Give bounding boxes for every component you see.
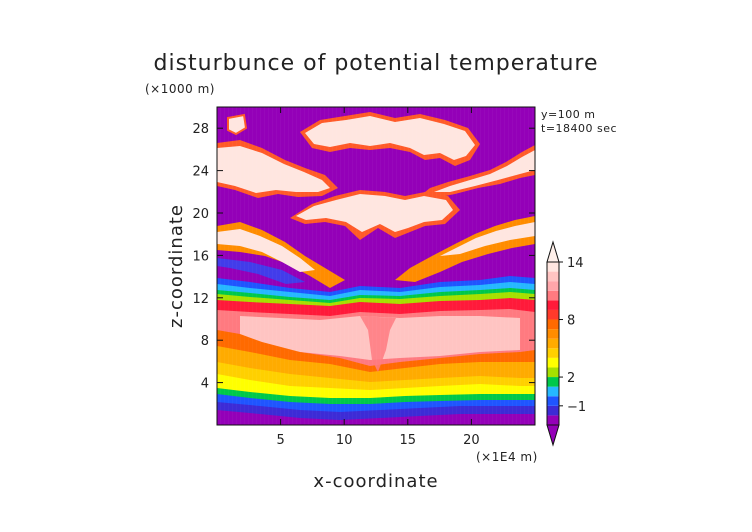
colorbar-level-4 [547, 377, 559, 387]
colorbar-level-11 [547, 309, 559, 320]
colorbar-level-15 [547, 271, 559, 282]
y-tick-label-16: 16 [192, 249, 209, 264]
colorbar-level-7 [547, 348, 559, 358]
y-tick-label-28: 28 [192, 122, 209, 137]
annotation-t: t=18400 sec [541, 122, 617, 135]
colorbar-level-12 [547, 300, 559, 310]
colorbar-label-1: 8 [567, 314, 575, 329]
y-axis-label: z-coordinate [166, 204, 187, 328]
colorbar-level-5 [547, 367, 559, 378]
x-axis-ticks: 5 10 15 20 [276, 107, 480, 448]
y-tick-label-24: 24 [192, 165, 209, 180]
colorbar-arrow-top [546, 240, 560, 263]
colorbar-label-2: 2 [567, 371, 575, 386]
heatmap-field [217, 107, 535, 425]
y-tick-label-4: 4 [201, 377, 209, 392]
colorbar-label-3: −1 [567, 400, 586, 415]
annotation-y: y=100 m [541, 108, 595, 121]
colorbar-level-6 [547, 357, 559, 368]
y-tick-label-8: 8 [201, 334, 209, 349]
colorbar-level-2 [547, 396, 559, 406]
x-tick-label-15: 15 [400, 433, 417, 448]
y-tick-label-20: 20 [192, 207, 209, 222]
y-axis-ticks: 4 8 12 16 20 24 28 [192, 122, 535, 392]
colorbar-level-3 [547, 386, 559, 397]
colorbar-label-0: 14 [567, 256, 584, 271]
colorbar-level-13 [547, 290, 559, 301]
y-tick-label-12: 12 [192, 292, 209, 307]
colorbar-level-8 [547, 338, 559, 349]
colorbar-level-9 [547, 329, 559, 339]
colorbar: 14 8 2 −1 [546, 240, 586, 447]
colorbar-level-10 [547, 319, 559, 330]
colorbar-level-0 [547, 415, 559, 425]
x-tick-label-5: 5 [276, 433, 284, 448]
colorbar-level-1 [547, 405, 559, 416]
field-grain [217, 107, 535, 425]
x-tick-label-20: 20 [463, 433, 480, 448]
colorbar-level-16 [547, 262, 559, 272]
x-unit-label: (×1E4 m) [476, 450, 538, 464]
x-axis-label: x-coordinate [313, 471, 438, 492]
colorbar-frame [546, 261, 560, 426]
plot-frame [216, 106, 536, 426]
y-unit-label: (×1000 m) [145, 82, 215, 96]
colorbar-level-14 [547, 281, 559, 291]
x-tick-label-10: 10 [336, 433, 353, 448]
colorbar-arrow-bottom [546, 424, 560, 447]
chart-title: disturbunce of potential temperature [154, 51, 599, 76]
